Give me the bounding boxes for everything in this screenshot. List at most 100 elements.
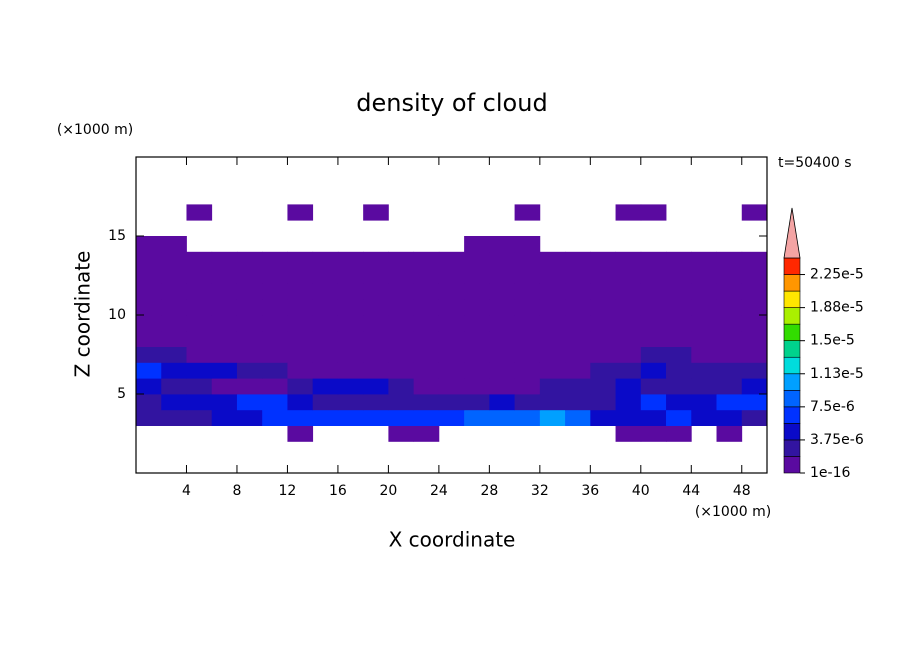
contour-cell xyxy=(363,362,389,379)
contour-cell xyxy=(565,409,591,426)
contour-cell xyxy=(514,330,541,347)
contour-cell xyxy=(363,330,389,347)
contour-cell xyxy=(565,330,591,347)
contour-cell xyxy=(590,378,616,395)
contour-cell xyxy=(161,267,187,284)
contour-cell xyxy=(262,378,288,395)
contour-cell xyxy=(136,330,162,347)
contour-cell xyxy=(388,378,415,395)
contour-cell xyxy=(438,362,465,379)
contour-cell xyxy=(363,251,389,268)
contour-cell xyxy=(514,299,541,316)
contour-cell xyxy=(666,315,692,332)
contour-cell xyxy=(539,362,566,379)
contour-cell xyxy=(363,267,389,284)
contour-cell xyxy=(539,315,566,332)
contour-cell xyxy=(312,330,339,347)
contour-cell xyxy=(413,394,440,411)
contour-cell xyxy=(514,409,541,426)
contour-cell xyxy=(741,346,768,363)
y-tick-label: 5 xyxy=(117,386,126,402)
contour-cell xyxy=(565,283,591,300)
contour-cell xyxy=(716,394,743,411)
contour-cell xyxy=(565,299,591,316)
contour-cell xyxy=(590,409,616,426)
contour-cell xyxy=(514,236,541,253)
contour-cell xyxy=(539,299,566,316)
colorbar-band xyxy=(783,423,801,441)
contour-cell xyxy=(514,315,541,332)
x-tick-label: 16 xyxy=(329,483,347,499)
contour-cell xyxy=(363,315,389,332)
contour-cell xyxy=(615,283,642,300)
contour-cell xyxy=(716,362,743,379)
contour-cell xyxy=(312,315,339,332)
contour-cell xyxy=(741,204,768,221)
colorbar-band xyxy=(783,406,801,424)
contour-cell xyxy=(186,378,213,395)
colorbar-band xyxy=(783,290,801,308)
contour-cell xyxy=(363,409,389,426)
contour-cell xyxy=(388,362,415,379)
contour-cell xyxy=(211,409,238,426)
contour-cell xyxy=(337,299,364,316)
contour-cell xyxy=(136,267,162,284)
contour-cell xyxy=(640,330,667,347)
contour-cell xyxy=(489,251,515,268)
contour-cell xyxy=(489,236,515,253)
contour-cell xyxy=(691,330,717,347)
contour-cell xyxy=(590,283,616,300)
contour-cell xyxy=(312,346,339,363)
contour-cell xyxy=(691,299,717,316)
contour-cell xyxy=(716,378,743,395)
contour-cell xyxy=(489,299,515,316)
contour-cell xyxy=(388,315,415,332)
contour-cell xyxy=(413,283,440,300)
contour-cell xyxy=(186,315,213,332)
x-axis-label: X coordinate xyxy=(389,528,516,552)
colorbar-band xyxy=(783,323,801,341)
contour-cell xyxy=(136,315,162,332)
x-tick-label: 12 xyxy=(279,483,297,499)
contour-cell xyxy=(565,346,591,363)
colorbar-band xyxy=(783,356,801,375)
contour-cell xyxy=(691,409,717,426)
contour-cell xyxy=(236,299,263,316)
contour-cell xyxy=(590,394,616,411)
contour-cell xyxy=(489,394,515,411)
colorbar-band xyxy=(783,439,801,457)
contour-cell xyxy=(438,409,465,426)
contour-cell xyxy=(136,409,162,426)
contour-cell xyxy=(186,251,213,268)
contour-cell xyxy=(691,315,717,332)
colorbar-extension xyxy=(783,207,801,259)
contour-cell xyxy=(287,330,314,347)
contour-cell xyxy=(287,315,314,332)
contour-cell xyxy=(413,346,440,363)
contour-cell xyxy=(136,251,162,268)
contour-cell xyxy=(464,409,490,426)
contour-cell xyxy=(186,283,213,300)
contour-cell xyxy=(666,267,692,284)
contour-cell xyxy=(363,299,389,316)
contour-cell xyxy=(640,315,667,332)
x-tick-label: 40 xyxy=(632,483,650,499)
contour-cell xyxy=(489,315,515,332)
contour-cell xyxy=(161,409,187,426)
contour-cell xyxy=(640,378,667,395)
contour-cell xyxy=(388,346,415,363)
contour-cell xyxy=(539,346,566,363)
contour-cell xyxy=(413,267,440,284)
contour-cell xyxy=(312,283,339,300)
contour-cell xyxy=(666,362,692,379)
contour-cell xyxy=(514,394,541,411)
contour-cell xyxy=(236,362,263,379)
contour-cell xyxy=(388,330,415,347)
contour-cell xyxy=(236,394,263,411)
contour-cell xyxy=(262,346,288,363)
contour-cell xyxy=(640,267,667,284)
contour-cell xyxy=(464,346,490,363)
contour-cell xyxy=(161,315,187,332)
contour-cell xyxy=(236,315,263,332)
